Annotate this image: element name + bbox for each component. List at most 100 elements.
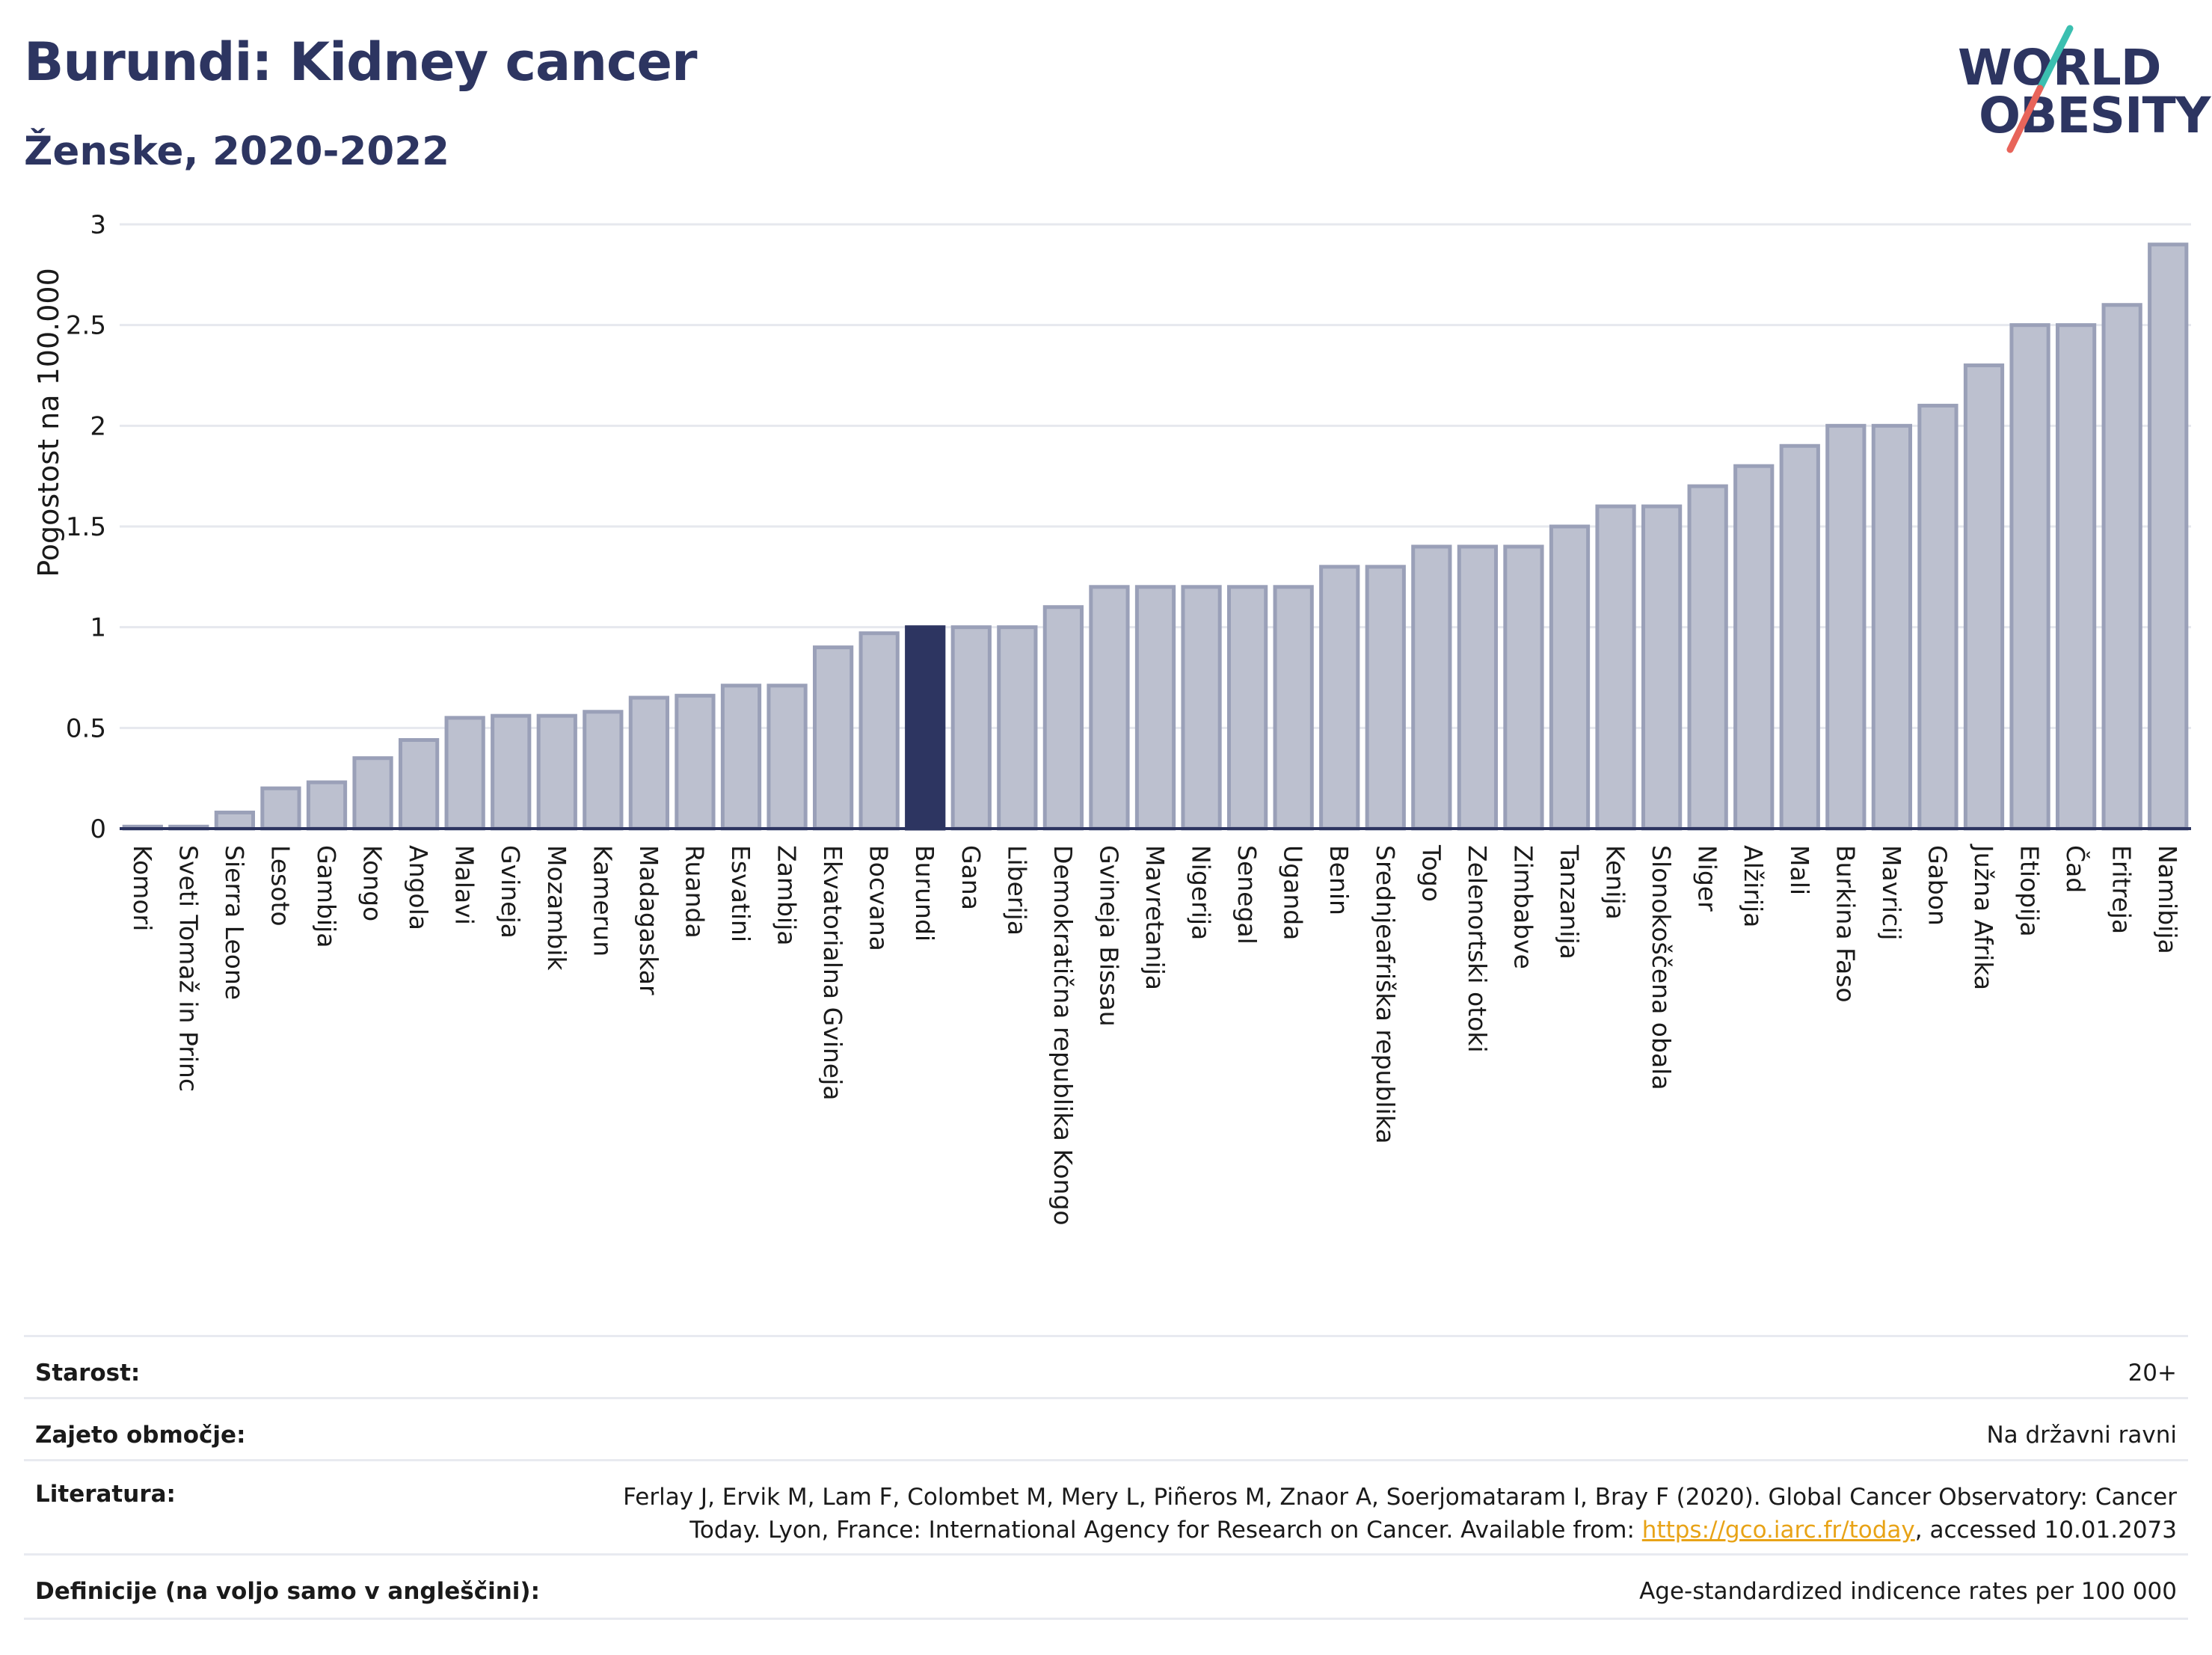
info-label: Starost: [35,1360,141,1387]
bar-country [260,786,301,831]
y-tick-label: 2.5 [66,311,106,341]
info-value: Na državni ravni [1986,1422,2177,1449]
bar-country [1871,423,1913,831]
source-link[interactable]: https://gco.iarc.fr/today [1641,1517,1915,1544]
x-tick-label: Togo [1416,844,1446,902]
literature-text: Today. Lyon, France: International Agenc… [689,1517,1642,1544]
bar-country [1733,464,1775,831]
bar-country [2009,323,2050,831]
bar-country [491,713,532,831]
x-tick-label: Tanzanija [1555,844,1584,959]
bar-country [1226,585,1268,831]
bar-country [398,737,440,831]
x-tick-label: Gana [956,845,986,910]
x-tick-label: Burkina Faso [1831,845,1860,1003]
y-tick-label: 1.5 [66,512,106,542]
x-tick-label: Zelenortski otoki [1463,845,1492,1053]
x-tick-label: Benin [1324,845,1354,915]
x-tick-label: Demokratična republika Kongo [1048,845,1078,1226]
bar-country [2148,242,2189,831]
x-tick-label: Madagaskar [634,845,663,995]
y-tick-labels: 0 0.5 1 1.5 2 2.5 3 [66,210,106,844]
bar-country [1825,423,1867,831]
x-tick-label: Eritreja [2107,845,2136,934]
bar-country [1457,544,1499,831]
x-tick-label: Slonokoščena obala [1647,845,1676,1090]
bar-country [766,684,808,831]
y-axis-label: Pogostost na 100.000 [32,268,65,577]
y-tick-label: 1 [90,613,106,643]
info-value: Age-standardized indicence rates per 100… [1639,1578,2177,1605]
bar-country [1963,363,2005,831]
x-tick-label: Liberija [1002,845,1031,936]
info-value: 20+ [2127,1360,2177,1387]
x-tick-label: Sierra Leone [220,845,249,1000]
info-row-definitions: Definicije (na voljo samo v angleščini):… [24,1553,2188,1620]
bar-country [1917,403,1958,831]
bar-country [444,716,485,831]
bars [122,242,2189,831]
bar-country [720,684,762,831]
y-tick-label: 3 [90,210,106,240]
y-tick-label: 2 [90,411,106,441]
info-label: Literatura: [35,1481,176,1508]
bar-country [1595,504,1636,831]
x-tick-label: Mavricij [1877,845,1906,940]
bar-chart: 0 0.5 1 1.5 2 2.5 3 Komori Sveti Tomaž in Princ… [32,210,2191,1226]
x-tick-label: Niger [1693,845,1722,912]
x-tick-label: Zambija [772,845,802,945]
x-tick-label: Senegal [1232,845,1262,945]
info-row-age: Starost: 20+ [24,1335,2188,1397]
x-tick-label: Mavretanija [1140,845,1170,990]
x-tick-label: Mali [1785,845,1814,895]
x-tick-label: Komori [128,845,157,931]
bar-country [675,693,716,831]
bar-country [950,625,992,831]
info-label: Definicije (na voljo samo v angleščini): [35,1578,540,1605]
x-tick-label: Lesoto [265,845,295,927]
x-tick-label: Namibija [2153,845,2182,954]
x-tick-label: Gvineja [496,845,525,939]
bar-country [2055,323,2097,831]
page-subtitle: Ženske, 2020-2022 [24,129,450,174]
x-tick-label: Zimbabve [1508,845,1537,969]
x-tick-label: Mozambik [542,845,571,971]
x-tick-label: Kenija [1601,845,1630,920]
x-tick-label: Ekvatorialna Gvineja [818,845,847,1100]
bar-country [1042,605,1084,831]
bar-country [812,645,854,831]
x-tick-label: Gvineja Bissau [1094,845,1123,1027]
x-tick-label: Srednjeafriška republika [1371,845,1400,1143]
bar-country [1089,585,1130,831]
logo-slash-icon [2006,25,2074,153]
x-tick-label: Južna Afrika [1969,844,1998,990]
page-title: Burundi: Kidney cancer [24,31,698,93]
info-row-coverage: Zajeto območje: Na državni ravni [24,1397,2188,1459]
x-tick-labels: Komori Sveti Tomaž in Princ Sierra Leone Le… [128,844,2182,1226]
x-tick-label: Alžirija [1739,845,1768,927]
bar-country [1779,443,1820,831]
bar-country [858,631,900,831]
info-value: Ferlay J, Ervik M, Lam F, Colombet M, Me… [623,1481,2177,1547]
bar-country [1181,585,1222,831]
x-tick-label: Ruanda [680,845,709,939]
bar-country [1549,524,1591,831]
bar-country [997,625,1038,831]
bar-country [214,810,256,831]
x-tick-label: Gabon [1923,845,1952,926]
x-tick-label: Angola [404,845,433,930]
bar-country [306,780,348,831]
bar-highlight [905,625,946,831]
x-tick-label: Gambija [312,845,341,948]
x-tick-label: Nigerija [1187,845,1216,940]
x-tick-label: Bocvana [864,845,894,951]
bar-country [1134,585,1176,831]
x-tick-label: Etiopija [2015,845,2044,937]
info-label: Zajeto območje: [35,1422,246,1449]
bar-country [583,710,624,831]
x-tick-label: Čad [2061,845,2091,893]
bar-country [1687,484,1728,831]
x-tick-label: Sveti Tomaž in Princ [173,845,203,1092]
y-tick-label: 0.5 [66,713,106,743]
bar-country [1365,565,1406,831]
